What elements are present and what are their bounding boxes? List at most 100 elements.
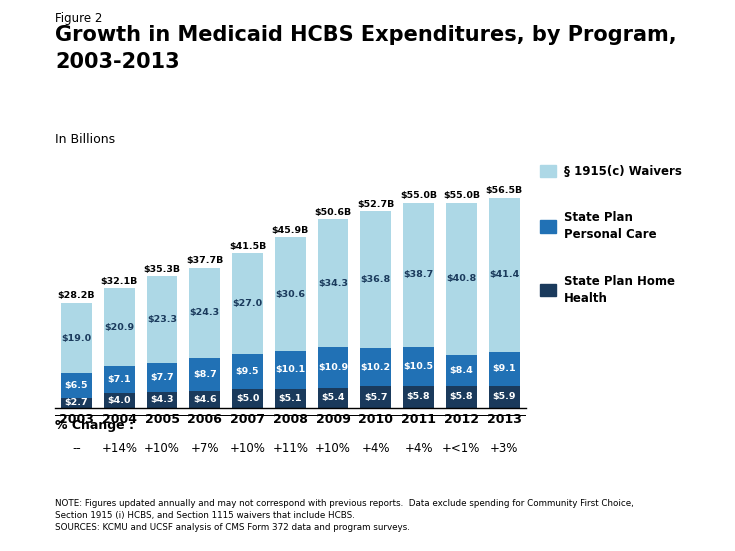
Bar — [104, 289, 135, 366]
Text: $6.5: $6.5 — [65, 381, 88, 390]
Text: +10%: +10% — [229, 442, 265, 456]
Text: State Plan
Personal Care: State Plan Personal Care — [564, 212, 656, 241]
Text: $40.8: $40.8 — [446, 274, 476, 283]
Text: $41.5B: $41.5B — [229, 242, 266, 251]
Bar — [61, 374, 92, 398]
Bar — [275, 389, 306, 408]
Text: +3%: +3% — [490, 442, 518, 456]
Bar — [61, 302, 92, 374]
Text: $9.5: $9.5 — [236, 367, 259, 376]
Text: $23.3: $23.3 — [147, 315, 177, 324]
Bar — [275, 237, 306, 351]
Bar — [446, 355, 477, 386]
Bar — [104, 366, 135, 393]
Text: $10.2: $10.2 — [361, 363, 391, 372]
Text: $50.6B: $50.6B — [315, 208, 351, 217]
Text: FAMILY: FAMILY — [654, 518, 687, 528]
Text: $35.3B: $35.3B — [143, 265, 181, 274]
Text: $7.7: $7.7 — [150, 373, 174, 382]
Text: $19.0: $19.0 — [62, 333, 92, 343]
Bar — [360, 386, 391, 408]
Text: $27.0: $27.0 — [232, 299, 262, 308]
Bar — [275, 351, 306, 389]
Text: +<1%: +<1% — [442, 442, 481, 456]
Text: $38.7: $38.7 — [404, 271, 434, 279]
Text: § 1915(c) Waivers: § 1915(c) Waivers — [564, 165, 681, 178]
Text: $10.1: $10.1 — [276, 365, 305, 375]
Text: SOURCES: KCMU and UCSF analysis of CMS Form 372 data and program surveys.: SOURCES: KCMU and UCSF analysis of CMS F… — [55, 523, 410, 532]
Bar — [190, 391, 220, 408]
Text: $45.9B: $45.9B — [272, 226, 309, 235]
Text: $55.0B: $55.0B — [400, 192, 437, 201]
Bar — [232, 354, 263, 389]
Text: $37.7B: $37.7B — [186, 256, 223, 266]
Text: $34.3: $34.3 — [318, 279, 348, 288]
Bar — [489, 386, 520, 408]
Text: FOUNDATION: FOUNDATION — [651, 531, 690, 536]
Text: Growth in Medicaid HCBS Expenditures, by Program,: Growth in Medicaid HCBS Expenditures, by… — [55, 25, 677, 45]
Text: THE HENRY J.: THE HENRY J. — [651, 499, 690, 504]
Bar — [446, 386, 477, 408]
Bar — [404, 386, 434, 408]
Text: $5.4: $5.4 — [321, 393, 345, 402]
Text: KAISER: KAISER — [648, 508, 693, 518]
Text: $4.0: $4.0 — [107, 396, 131, 405]
Text: $5.1: $5.1 — [279, 394, 302, 403]
Bar — [404, 347, 434, 386]
Bar — [104, 393, 135, 408]
Text: $8.7: $8.7 — [193, 370, 217, 379]
Text: +7%: +7% — [190, 442, 219, 456]
Text: $55.0B: $55.0B — [443, 192, 480, 201]
Bar — [404, 203, 434, 347]
Text: Section 1915 (i) HCBS, and Section 1115 waivers that include HCBS.: Section 1915 (i) HCBS, and Section 1115 … — [55, 511, 355, 520]
Bar — [489, 197, 520, 352]
Text: NOTE: Figures updated annually and may not correspond with previous reports.  Da: NOTE: Figures updated annually and may n… — [55, 499, 634, 507]
Text: +11%: +11% — [273, 442, 308, 456]
Text: In Billions: In Billions — [55, 133, 115, 146]
Text: Figure 2: Figure 2 — [55, 12, 102, 25]
Bar — [147, 276, 177, 363]
Bar — [360, 348, 391, 386]
Text: $9.1: $9.1 — [492, 364, 516, 373]
Text: +4%: +4% — [404, 442, 433, 456]
Text: $8.4: $8.4 — [450, 366, 473, 375]
Text: % Change :: % Change : — [55, 419, 134, 432]
Text: $56.5B: $56.5B — [486, 186, 523, 195]
Bar — [61, 398, 92, 408]
Text: $41.4: $41.4 — [489, 270, 519, 279]
Text: $10.9: $10.9 — [318, 363, 348, 372]
Bar — [318, 347, 348, 387]
Bar — [489, 352, 520, 386]
Bar — [360, 212, 391, 348]
Text: $2.7: $2.7 — [65, 398, 88, 407]
Bar — [446, 203, 477, 355]
Bar — [232, 253, 263, 354]
Text: +10%: +10% — [315, 442, 351, 456]
Text: $36.8: $36.8 — [361, 276, 391, 284]
Text: $24.3: $24.3 — [190, 309, 220, 317]
Text: $5.8: $5.8 — [406, 392, 431, 402]
Text: +4%: +4% — [362, 442, 390, 456]
Text: $20.9: $20.9 — [104, 323, 135, 332]
Text: $28.2B: $28.2B — [58, 291, 96, 300]
Text: +14%: +14% — [101, 442, 137, 456]
Text: 2003-2013: 2003-2013 — [55, 52, 180, 72]
Text: State Plan Home
Health: State Plan Home Health — [564, 275, 675, 305]
Bar — [190, 358, 220, 391]
Bar — [147, 392, 177, 408]
Bar — [318, 219, 348, 347]
Bar — [147, 363, 177, 392]
Text: $5.8: $5.8 — [450, 392, 473, 402]
Text: $5.0: $5.0 — [236, 394, 259, 403]
Text: $52.7B: $52.7B — [357, 200, 395, 209]
Bar — [318, 387, 348, 408]
Text: $4.3: $4.3 — [150, 395, 173, 404]
Bar — [232, 389, 263, 408]
Text: +10%: +10% — [144, 442, 180, 456]
Text: $10.5: $10.5 — [404, 362, 434, 371]
Text: $4.6: $4.6 — [193, 395, 217, 404]
Text: $5.7: $5.7 — [364, 393, 387, 402]
Text: $7.1: $7.1 — [107, 375, 131, 384]
Text: $5.9: $5.9 — [492, 392, 516, 401]
Bar — [190, 268, 220, 358]
